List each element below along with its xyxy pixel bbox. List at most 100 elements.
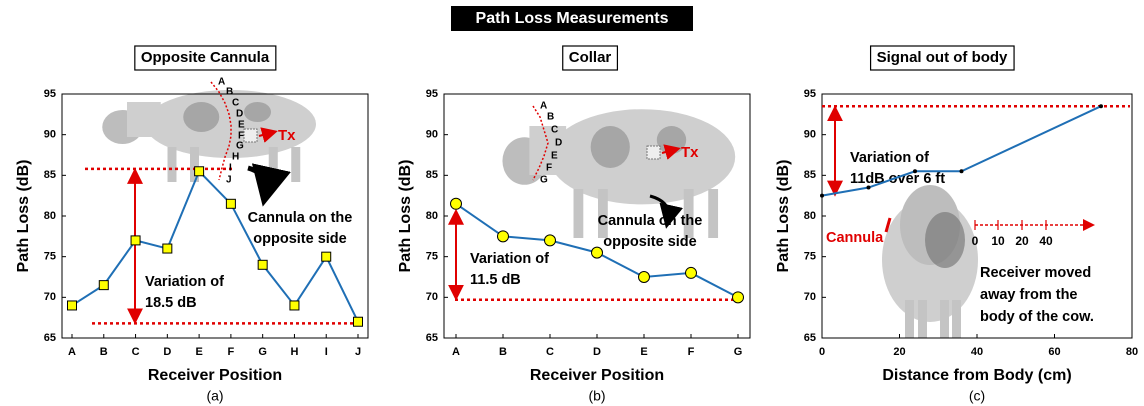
position-letter: F xyxy=(238,131,244,142)
receiver-label: away from the xyxy=(980,287,1078,303)
y-tick-label: 65 xyxy=(426,332,438,344)
data-marker xyxy=(497,230,509,243)
distance-label: 20 xyxy=(1015,234,1029,248)
position-letter: A xyxy=(540,101,547,112)
data-marker xyxy=(820,193,824,198)
x-tick-label: D xyxy=(593,346,601,358)
data-marker xyxy=(353,316,363,327)
position-letter: F xyxy=(546,163,552,174)
cow-spot xyxy=(590,126,630,168)
tx-label: Tx xyxy=(681,144,699,161)
figure-title: Path Loss Measurements xyxy=(476,10,669,27)
position-letter: H xyxy=(232,152,239,163)
cannula-label: Cannula on the xyxy=(248,210,353,226)
chart-title-box xyxy=(134,45,277,71)
y-tick-label: 95 xyxy=(44,88,56,100)
y-tick-label: 90 xyxy=(804,129,816,141)
tx-arrow xyxy=(661,144,681,160)
y-tick-label: 95 xyxy=(426,88,438,100)
position-letter: G xyxy=(540,175,548,186)
x-tick-label: C xyxy=(546,346,554,358)
cow-spot xyxy=(244,102,271,122)
variation-label: Variation of xyxy=(850,150,929,166)
y-tick-label: 70 xyxy=(426,291,438,303)
x-tick-label: 60 xyxy=(1048,346,1060,358)
cow-leg xyxy=(952,300,961,338)
cow-leg xyxy=(683,189,694,238)
y-axis-title: Path Loss (dB) xyxy=(775,160,792,273)
y-tick-label: 80 xyxy=(804,210,816,222)
cannula-arrow xyxy=(649,194,683,229)
transmitter-box xyxy=(243,128,258,143)
data-marker xyxy=(1099,104,1103,109)
receiver-label: body of the cow. xyxy=(980,309,1094,325)
data-marker xyxy=(450,197,462,210)
chart-title: Collar xyxy=(569,49,612,66)
position-letter: D xyxy=(555,138,562,149)
cannula-label: Cannula on the xyxy=(598,213,703,229)
x-tick-label: F xyxy=(228,346,235,358)
plot-frame xyxy=(821,93,1133,339)
cow-leg xyxy=(905,300,914,338)
position-letter: E xyxy=(238,120,245,131)
x-tick-label: J xyxy=(355,346,361,358)
data-marker xyxy=(257,259,268,270)
y-tick-label: 85 xyxy=(44,169,56,181)
y-tick-label: 70 xyxy=(44,291,56,303)
tx-label: Tx xyxy=(278,127,296,144)
data-marker xyxy=(591,246,603,259)
data-marker xyxy=(685,266,697,279)
position-letter: G xyxy=(236,141,244,152)
x-tick-label: H xyxy=(290,346,298,358)
y-tick-label: 80 xyxy=(426,210,438,222)
position-letter: J xyxy=(226,175,232,186)
chart-title: Signal out of body xyxy=(877,49,1008,66)
x-tick-label: C xyxy=(132,346,140,358)
cow-neck xyxy=(127,102,161,137)
x-tick-label: 40 xyxy=(971,346,983,358)
x-tick-label: B xyxy=(100,346,108,358)
x-tick-label: F xyxy=(688,346,695,358)
variation-label: 18.5 dB xyxy=(145,295,197,311)
cow-leg xyxy=(940,300,949,338)
cow-leg xyxy=(573,189,584,238)
data-marker xyxy=(544,234,556,247)
x-tick-label: A xyxy=(452,346,460,358)
x-tick-label: D xyxy=(163,346,171,358)
y-tick-label: 65 xyxy=(804,332,816,344)
position-letter: E xyxy=(551,151,558,162)
x-tick-label: G xyxy=(258,346,267,358)
title-box xyxy=(451,6,693,31)
transmitter-box xyxy=(646,145,661,160)
y-tick-label: 85 xyxy=(426,169,438,181)
x-tick-label: 20 xyxy=(893,346,905,358)
x-tick-label: E xyxy=(195,346,202,358)
data-marker xyxy=(638,271,650,283)
data-marker xyxy=(289,300,300,311)
data-marker xyxy=(162,243,173,254)
y-tick-label: 80 xyxy=(44,210,56,222)
position-letter: A xyxy=(218,77,225,88)
tx-arrow xyxy=(258,127,278,143)
data-marker xyxy=(67,300,77,311)
y-tick-label: 90 xyxy=(44,129,56,141)
x-axis-title: Receiver Position xyxy=(530,367,664,384)
position-letter: C xyxy=(232,98,239,109)
chart-title-box xyxy=(562,45,619,71)
caption: (b) xyxy=(588,388,605,404)
y-axis-title: Path Loss (dB) xyxy=(397,160,414,273)
x-tick-label: G xyxy=(734,346,743,358)
data-marker xyxy=(321,251,332,262)
x-tick-label: E xyxy=(640,346,647,358)
cow-leg xyxy=(291,147,301,182)
cannula-mark xyxy=(884,217,892,233)
y-tick-label: 65 xyxy=(44,332,56,344)
distance-label: 10 xyxy=(991,234,1005,248)
data-marker xyxy=(225,198,236,209)
y-axis-title: Path Loss (dB) xyxy=(15,160,32,273)
data-marker xyxy=(98,280,109,291)
data-line xyxy=(71,169,359,323)
position-letter: C xyxy=(551,125,558,136)
